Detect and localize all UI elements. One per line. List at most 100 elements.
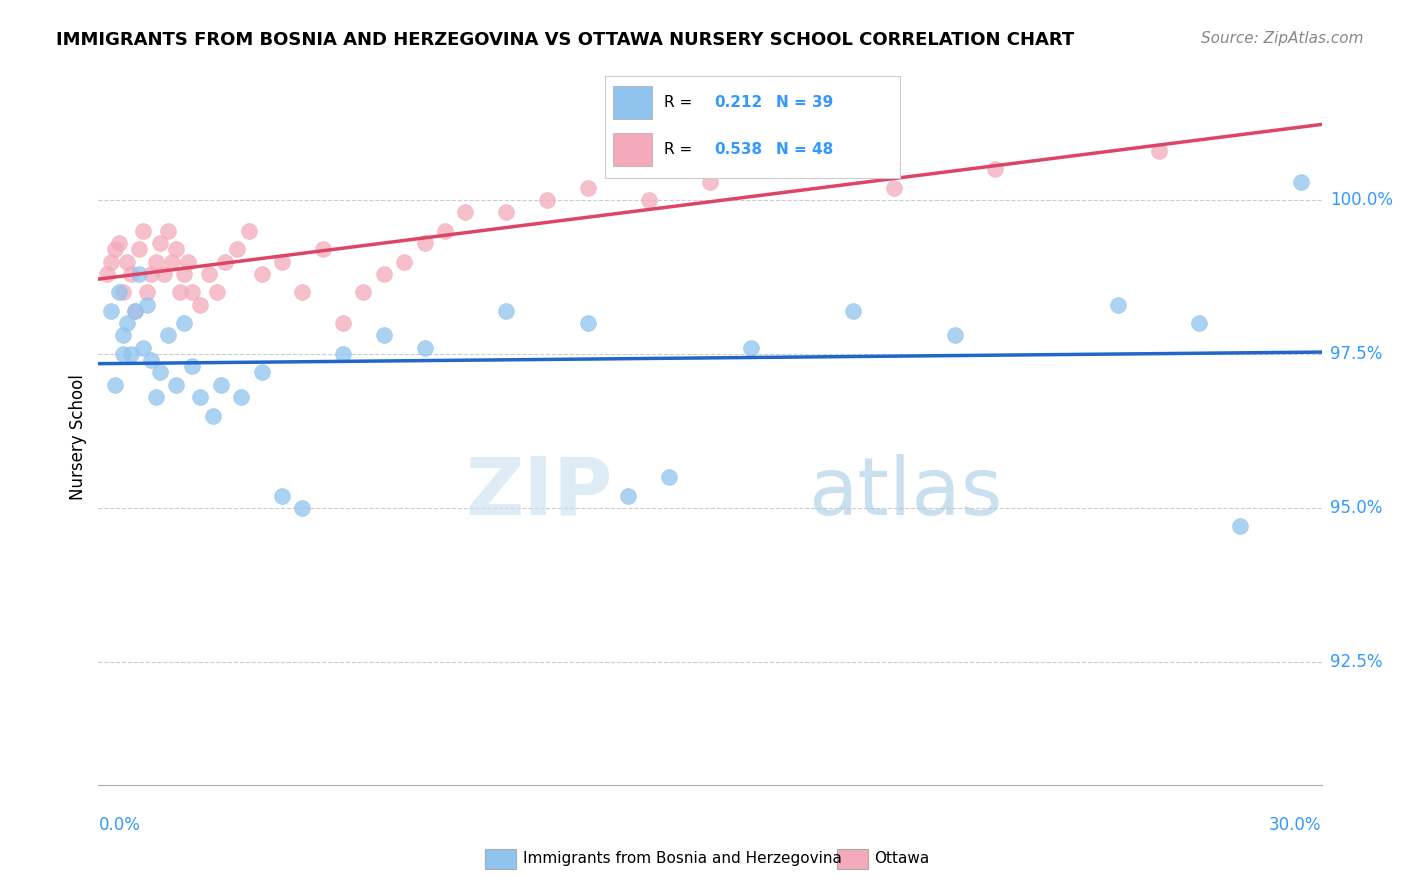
Point xyxy=(128,242,150,256)
Point xyxy=(115,254,138,268)
FancyBboxPatch shape xyxy=(613,87,652,119)
Point xyxy=(177,254,200,268)
Point xyxy=(156,328,179,343)
Point xyxy=(433,224,456,238)
Point xyxy=(169,285,191,300)
Point xyxy=(209,377,232,392)
Point xyxy=(124,303,146,318)
Text: 95.0%: 95.0% xyxy=(1330,499,1382,516)
Point xyxy=(160,254,183,268)
Point xyxy=(124,303,146,318)
Text: IMMIGRANTS FROM BOSNIA AND HERZEGOVINA VS OTTAWA NURSERY SCHOOL CORRELATION CHAR: IMMIGRANTS FROM BOSNIA AND HERZEGOVINA V… xyxy=(56,31,1074,49)
Point xyxy=(111,328,134,343)
Point xyxy=(100,303,122,318)
Point xyxy=(413,341,436,355)
Point xyxy=(181,359,204,374)
Point xyxy=(173,316,195,330)
Point xyxy=(332,316,354,330)
Point xyxy=(943,328,966,343)
Point xyxy=(165,242,187,256)
Point xyxy=(392,254,416,268)
Point xyxy=(312,242,335,256)
Point xyxy=(108,285,131,300)
Point xyxy=(156,224,179,238)
Point xyxy=(495,205,517,219)
Point xyxy=(617,489,640,503)
Point xyxy=(120,267,142,281)
Point xyxy=(136,285,159,300)
Point xyxy=(145,254,167,268)
Point xyxy=(699,175,721,189)
Point xyxy=(231,390,253,404)
Point xyxy=(111,285,134,300)
Point xyxy=(141,353,163,368)
Text: 0.212: 0.212 xyxy=(714,95,762,110)
Point xyxy=(413,236,436,251)
Point xyxy=(291,500,314,515)
Point xyxy=(197,267,219,281)
Point xyxy=(250,267,273,281)
Point xyxy=(149,366,172,380)
Point xyxy=(495,303,517,318)
Point xyxy=(141,267,163,281)
Text: atlas: atlas xyxy=(808,454,1002,532)
Point xyxy=(1291,175,1313,189)
Text: R =: R = xyxy=(664,142,697,157)
Text: 0.0%: 0.0% xyxy=(98,816,141,834)
Point xyxy=(205,285,228,300)
Point xyxy=(188,390,212,404)
Point xyxy=(883,180,905,194)
Point xyxy=(332,347,354,361)
Point xyxy=(226,242,249,256)
Point xyxy=(1147,144,1170,158)
FancyBboxPatch shape xyxy=(613,133,652,166)
Point xyxy=(104,242,127,256)
Point xyxy=(270,254,294,268)
Point xyxy=(1229,519,1251,533)
Point xyxy=(104,377,127,392)
Point xyxy=(136,298,159,312)
Point xyxy=(173,267,195,281)
Point xyxy=(152,267,174,281)
Point xyxy=(100,254,122,268)
Y-axis label: Nursery School: Nursery School xyxy=(69,374,87,500)
Point xyxy=(984,162,1007,177)
Point xyxy=(373,267,395,281)
Point xyxy=(188,298,212,312)
Point xyxy=(181,285,204,300)
Point xyxy=(454,205,477,219)
Point xyxy=(132,341,155,355)
Point xyxy=(291,285,314,300)
Point xyxy=(214,254,236,268)
Text: 30.0%: 30.0% xyxy=(1270,816,1322,834)
Text: Source: ZipAtlas.com: Source: ZipAtlas.com xyxy=(1201,31,1364,46)
Point xyxy=(238,224,260,238)
Point xyxy=(128,267,150,281)
Point xyxy=(780,162,803,177)
Point xyxy=(250,366,273,380)
Text: 92.5%: 92.5% xyxy=(1330,653,1382,671)
Text: 97.5%: 97.5% xyxy=(1330,345,1382,363)
Point xyxy=(96,267,118,281)
Point xyxy=(108,236,131,251)
Point xyxy=(841,303,863,318)
Point xyxy=(111,347,134,361)
Point xyxy=(658,470,681,484)
Point xyxy=(740,341,762,355)
Point xyxy=(115,316,138,330)
Point xyxy=(352,285,374,300)
Text: N = 39: N = 39 xyxy=(776,95,834,110)
Point xyxy=(536,193,558,207)
Point xyxy=(149,236,172,251)
Point xyxy=(576,180,599,194)
Text: 100.0%: 100.0% xyxy=(1330,191,1393,209)
Point xyxy=(201,409,224,423)
Text: Ottawa: Ottawa xyxy=(875,852,929,866)
Point xyxy=(145,390,167,404)
Text: ZIP: ZIP xyxy=(465,454,612,532)
Point xyxy=(132,224,155,238)
Text: 0.538: 0.538 xyxy=(714,142,762,157)
Text: N = 48: N = 48 xyxy=(776,142,834,157)
Text: R =: R = xyxy=(664,95,697,110)
Point xyxy=(120,347,142,361)
